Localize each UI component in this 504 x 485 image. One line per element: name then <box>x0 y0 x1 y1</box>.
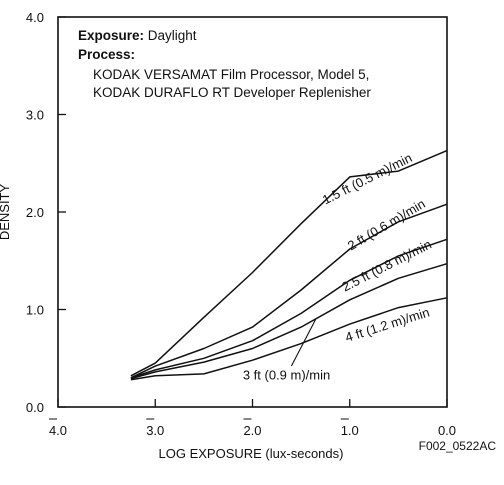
y-axis-title: DENSITY <box>0 184 12 241</box>
x-tick-label: 3.0 <box>146 423 164 438</box>
series-label: 3 ft (0.9 m)/min <box>243 368 330 383</box>
series-line <box>130 203 448 379</box>
series-line <box>130 149 448 377</box>
y-tick-label: 0.0 <box>26 400 44 415</box>
process-label: Process: <box>78 47 135 62</box>
x-axis-title: LOG EXPOSURE (lux-seconds) <box>159 446 344 461</box>
x-tick-label: 2.0 <box>243 423 261 438</box>
x-tick-label: 1.0 <box>341 423 359 438</box>
x-tick-label: 0.0 <box>438 423 456 438</box>
exposure-value: Daylight <box>144 28 197 43</box>
series-label: 4 ft (1.2 m)/min <box>343 304 431 344</box>
series-line <box>130 262 448 380</box>
y-tick-label: 4.0 <box>26 10 44 25</box>
figure-code: F002_0522AC <box>419 439 497 453</box>
series-line <box>130 238 448 379</box>
y-tick-label: 2.0 <box>26 205 44 220</box>
x-tick-label: 4.0 <box>49 423 67 438</box>
series-line <box>130 297 448 381</box>
exposure-label: Exposure: <box>78 28 144 43</box>
process-line-2: KODAK DURAFLO RT Developer Replenisher <box>93 85 371 100</box>
exposure-line: Exposure: Daylight <box>78 28 197 43</box>
process-line-1: KODAK VERSAMAT Film Processor, Model 5, <box>93 67 369 82</box>
series-group <box>130 149 448 381</box>
series-label-leader <box>290 318 317 367</box>
y-tick-label: 3.0 <box>26 108 44 123</box>
y-tick-label: 1.0 <box>26 303 44 318</box>
ticks-group: 0.0 1.0 2.0 3.0 4.0 4.0 3.0 2.0 1.0 0.0 <box>26 10 456 438</box>
series-label: 1.5 ft (0.5 m)/min <box>320 150 415 207</box>
